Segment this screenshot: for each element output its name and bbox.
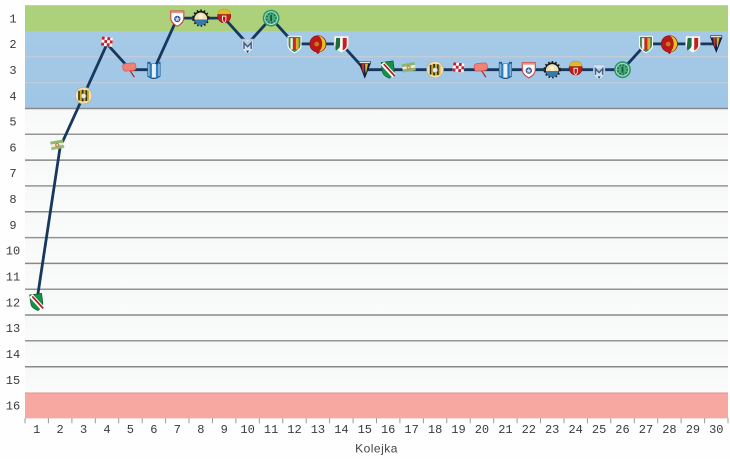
svg-text:13: 13 (311, 423, 325, 437)
svg-text:9: 9 (221, 423, 228, 437)
svg-text:6: 6 (150, 423, 157, 437)
svg-text:11: 11 (264, 423, 278, 437)
svg-text:14: 14 (334, 423, 348, 437)
svg-text:10: 10 (6, 245, 20, 259)
svg-text:15: 15 (358, 423, 372, 437)
svg-text:7: 7 (174, 423, 181, 437)
svg-text:22: 22 (522, 423, 536, 437)
svg-text:23: 23 (545, 423, 559, 437)
svg-text:5: 5 (9, 116, 16, 130)
svg-text:8: 8 (197, 423, 204, 437)
svg-text:4: 4 (9, 90, 16, 104)
svg-text:6: 6 (9, 141, 16, 155)
svg-text:14: 14 (6, 348, 20, 362)
svg-text:26: 26 (615, 423, 629, 437)
svg-text:25: 25 (592, 423, 606, 437)
svg-text:5: 5 (127, 423, 134, 437)
svg-text:24: 24 (568, 423, 582, 437)
svg-text:30: 30 (709, 423, 723, 437)
svg-text:1: 1 (33, 423, 40, 437)
svg-text:2: 2 (56, 423, 63, 437)
svg-text:13: 13 (6, 322, 20, 336)
svg-text:3: 3 (9, 64, 16, 78)
svg-text:2: 2 (9, 38, 16, 52)
svg-text:21: 21 (498, 423, 512, 437)
svg-text:20: 20 (475, 423, 489, 437)
svg-text:27: 27 (639, 423, 653, 437)
svg-text:16: 16 (6, 400, 20, 414)
svg-text:7: 7 (9, 167, 16, 181)
svg-text:12: 12 (6, 296, 20, 310)
svg-text:4: 4 (103, 423, 110, 437)
svg-text:19: 19 (451, 423, 465, 437)
svg-text:29: 29 (686, 423, 700, 437)
svg-text:12: 12 (287, 423, 301, 437)
svg-text:10: 10 (240, 423, 254, 437)
svg-text:18: 18 (428, 423, 442, 437)
svg-text:16: 16 (381, 423, 395, 437)
svg-text:8: 8 (9, 193, 16, 207)
svg-text:Kolejka: Kolejka (355, 442, 398, 456)
svg-text:3: 3 (80, 423, 87, 437)
svg-text:15: 15 (6, 374, 20, 388)
svg-text:1: 1 (9, 12, 16, 26)
svg-text:9: 9 (9, 219, 16, 233)
svg-text:28: 28 (662, 423, 676, 437)
svg-text:17: 17 (404, 423, 418, 437)
svg-text:11: 11 (6, 271, 20, 285)
